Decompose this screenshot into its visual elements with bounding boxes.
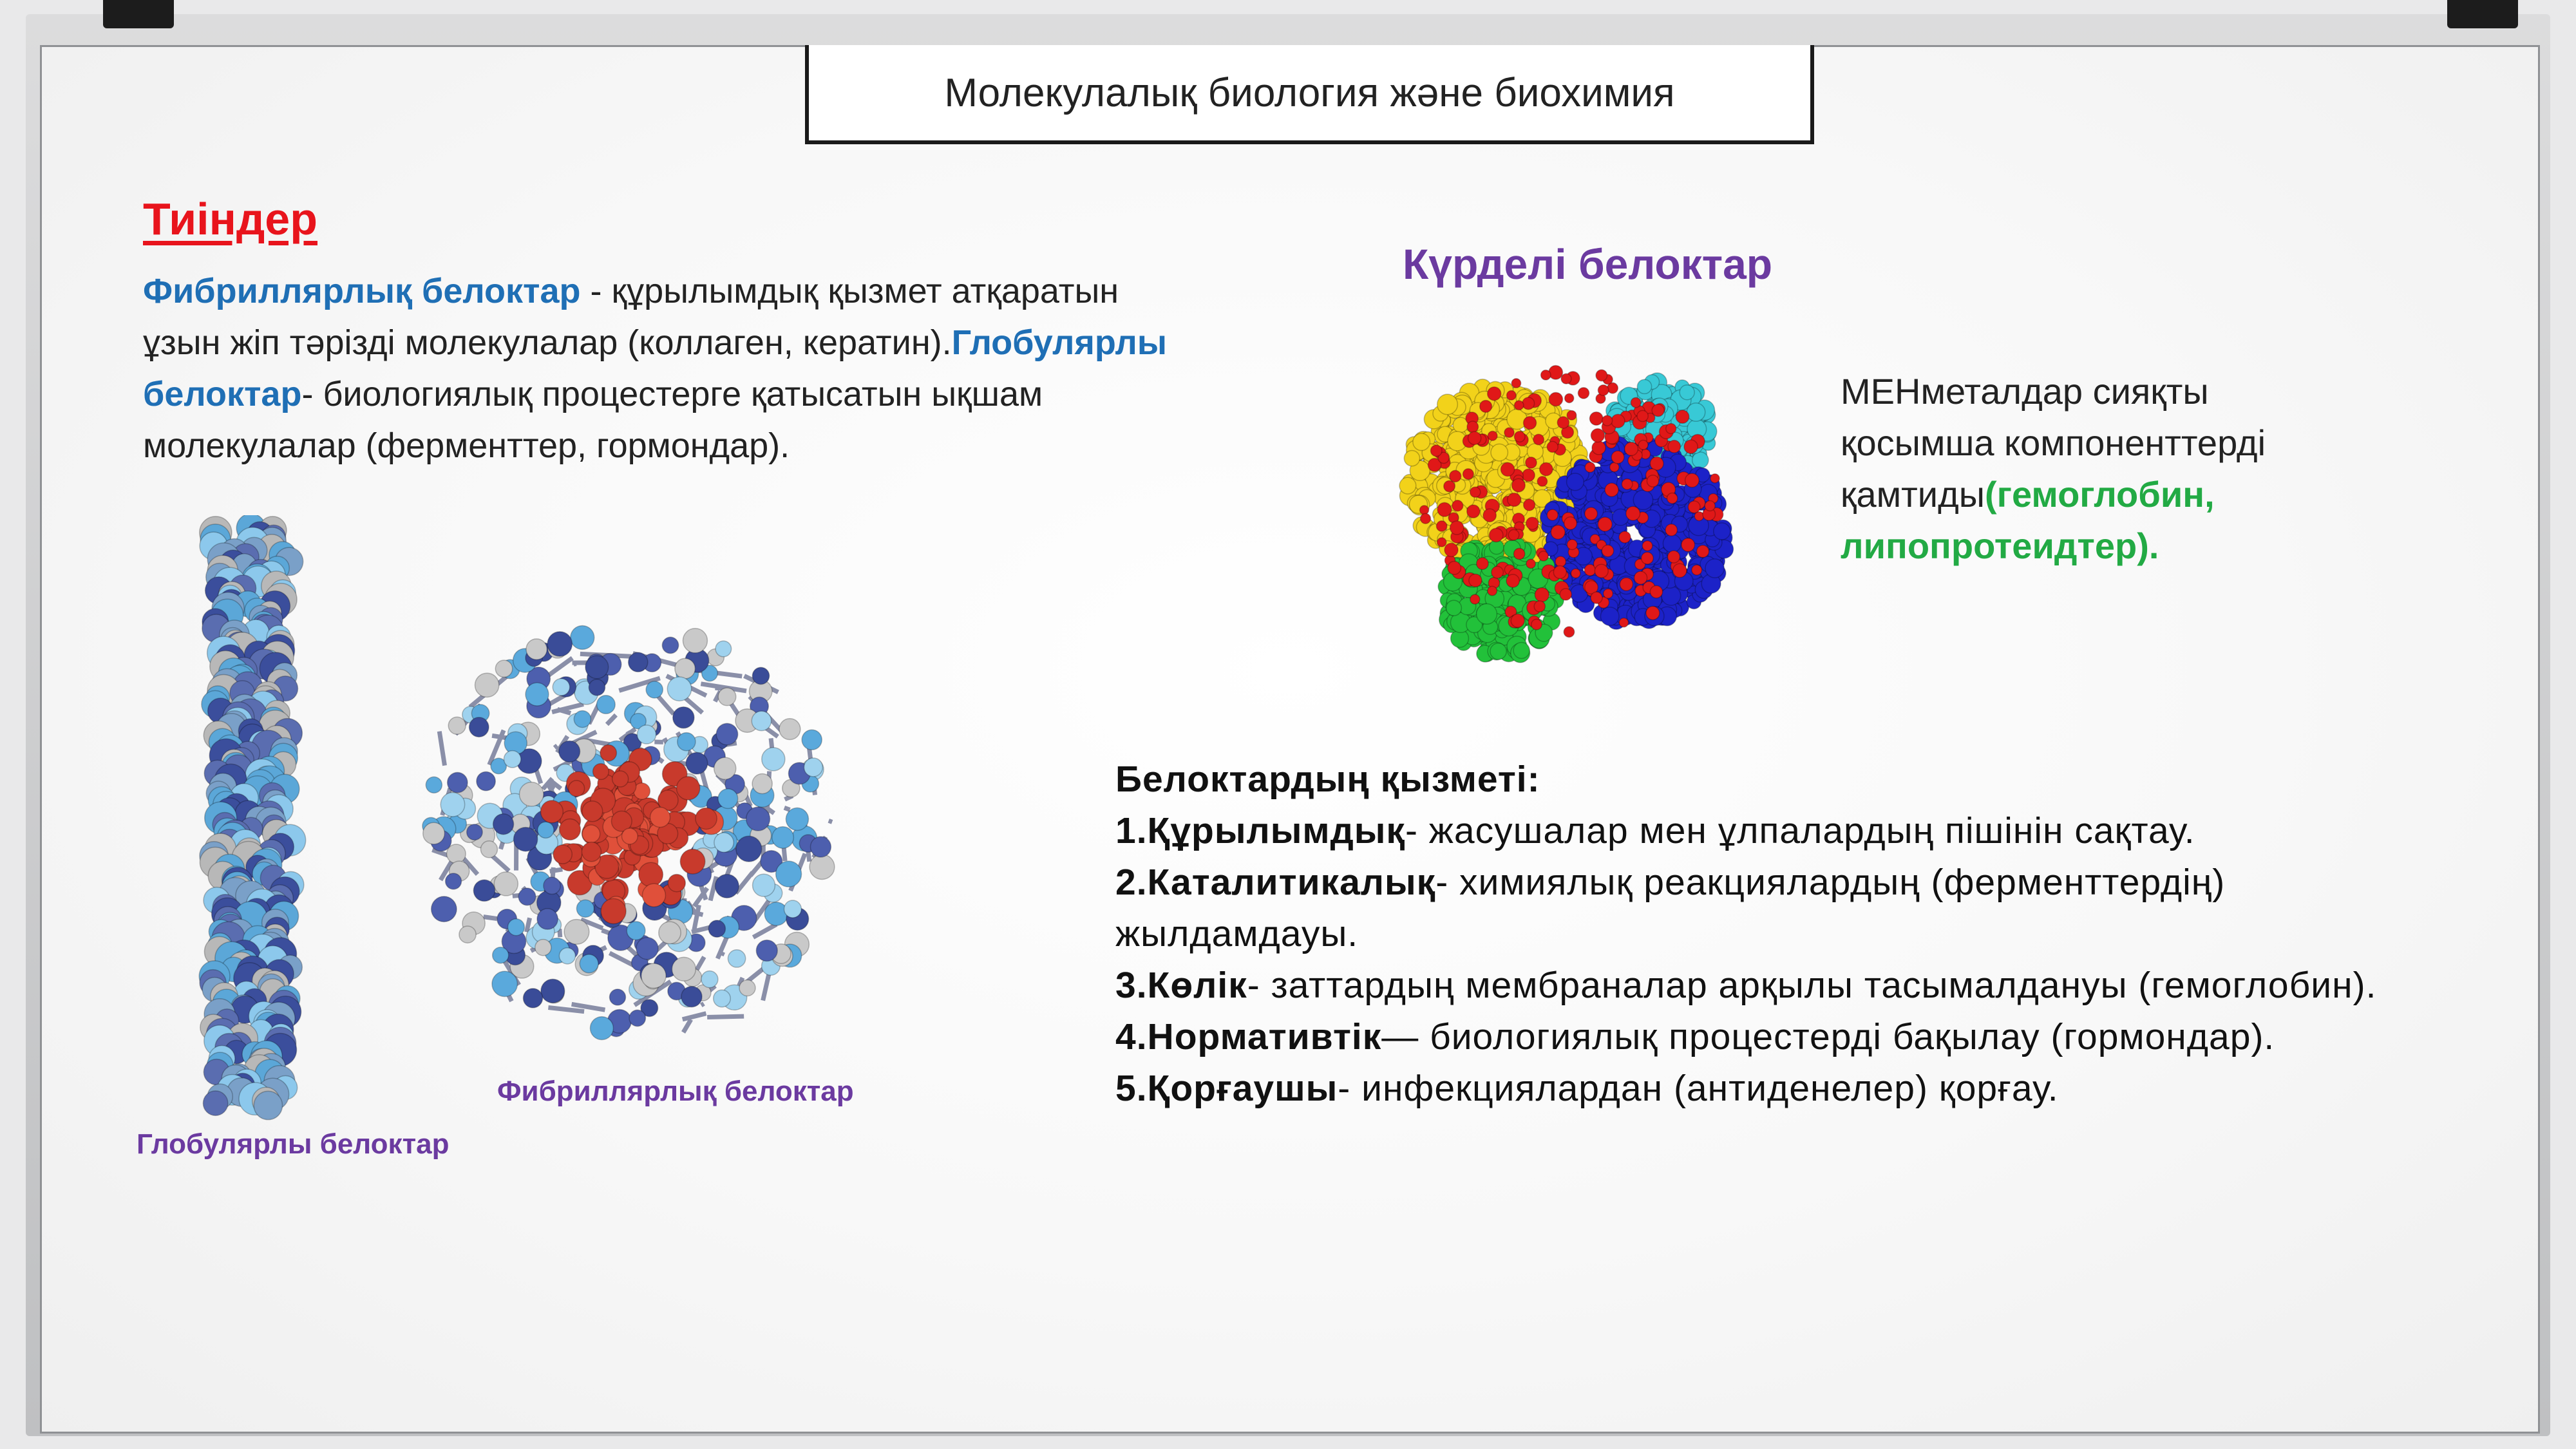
complex-examples: (гемоглобин, липопротеидтер). [1841,474,2215,566]
fibrillar-term: Фибриллярлық белоктар [143,272,581,310]
caption-globular: Глобулярлы белоктар [137,1128,450,1160]
complex-desc-text: МЕНметалдар сияқты қосымша компоненттерд… [1841,371,2266,515]
function-item: 3.Көлік- заттардың мембраналар арқылы та… [1115,965,2377,1006]
slide-title-box: Молекулалық биология және биохимия [805,45,1814,144]
globular-term: Глобулярлы белоктар [143,323,1167,413]
complex-proteins-heading: Күрделі белоктар [1403,240,1773,288]
fibrous-protein-image [198,515,307,1121]
function-item: 2.Каталитикалық- химиялық реакциялардың … [1115,862,2226,954]
frame-clip-left [103,0,174,28]
whiteboard [40,45,2540,1434]
protein-types-paragraph: Фибриллярлық белоктар - құрылымдық қызме… [143,265,1173,471]
functions-heading: Белоктардың қызметі: [1115,759,1540,800]
proteins-heading: Тиіндер [143,194,317,244]
complex-protein-image [1399,365,1734,663]
caption-fibrillar: Фибриллярлық белоктар [497,1075,854,1107]
slide-title: Молекулалық биология және биохимия [944,70,1675,115]
complex-proteins-desc: МЕНметалдар сияқты қосымша компоненттерд… [1841,366,2291,572]
globular-protein-image [422,625,835,1041]
fibrillar-desc: - құрылымдық қызмет атқаратын ұзын жіп т… [143,272,1119,362]
function-item: 5.Қорғаушы- инфекциялардан (антиденелер)… [1115,1068,2059,1109]
globular-desc: - биологиялық процестерге қатысатын ықша… [143,375,1043,465]
frame-clip-right [2447,0,2518,28]
function-item: 1.Құрылымдық- жасушалар мен ұлпалардың п… [1115,810,2195,851]
function-item: 4.Нормативтік— биологиялық процестерді б… [1115,1016,2275,1057]
protein-functions: Белоктардың қызметі: 1.Құрылымдық- жасуш… [1115,753,2468,1114]
